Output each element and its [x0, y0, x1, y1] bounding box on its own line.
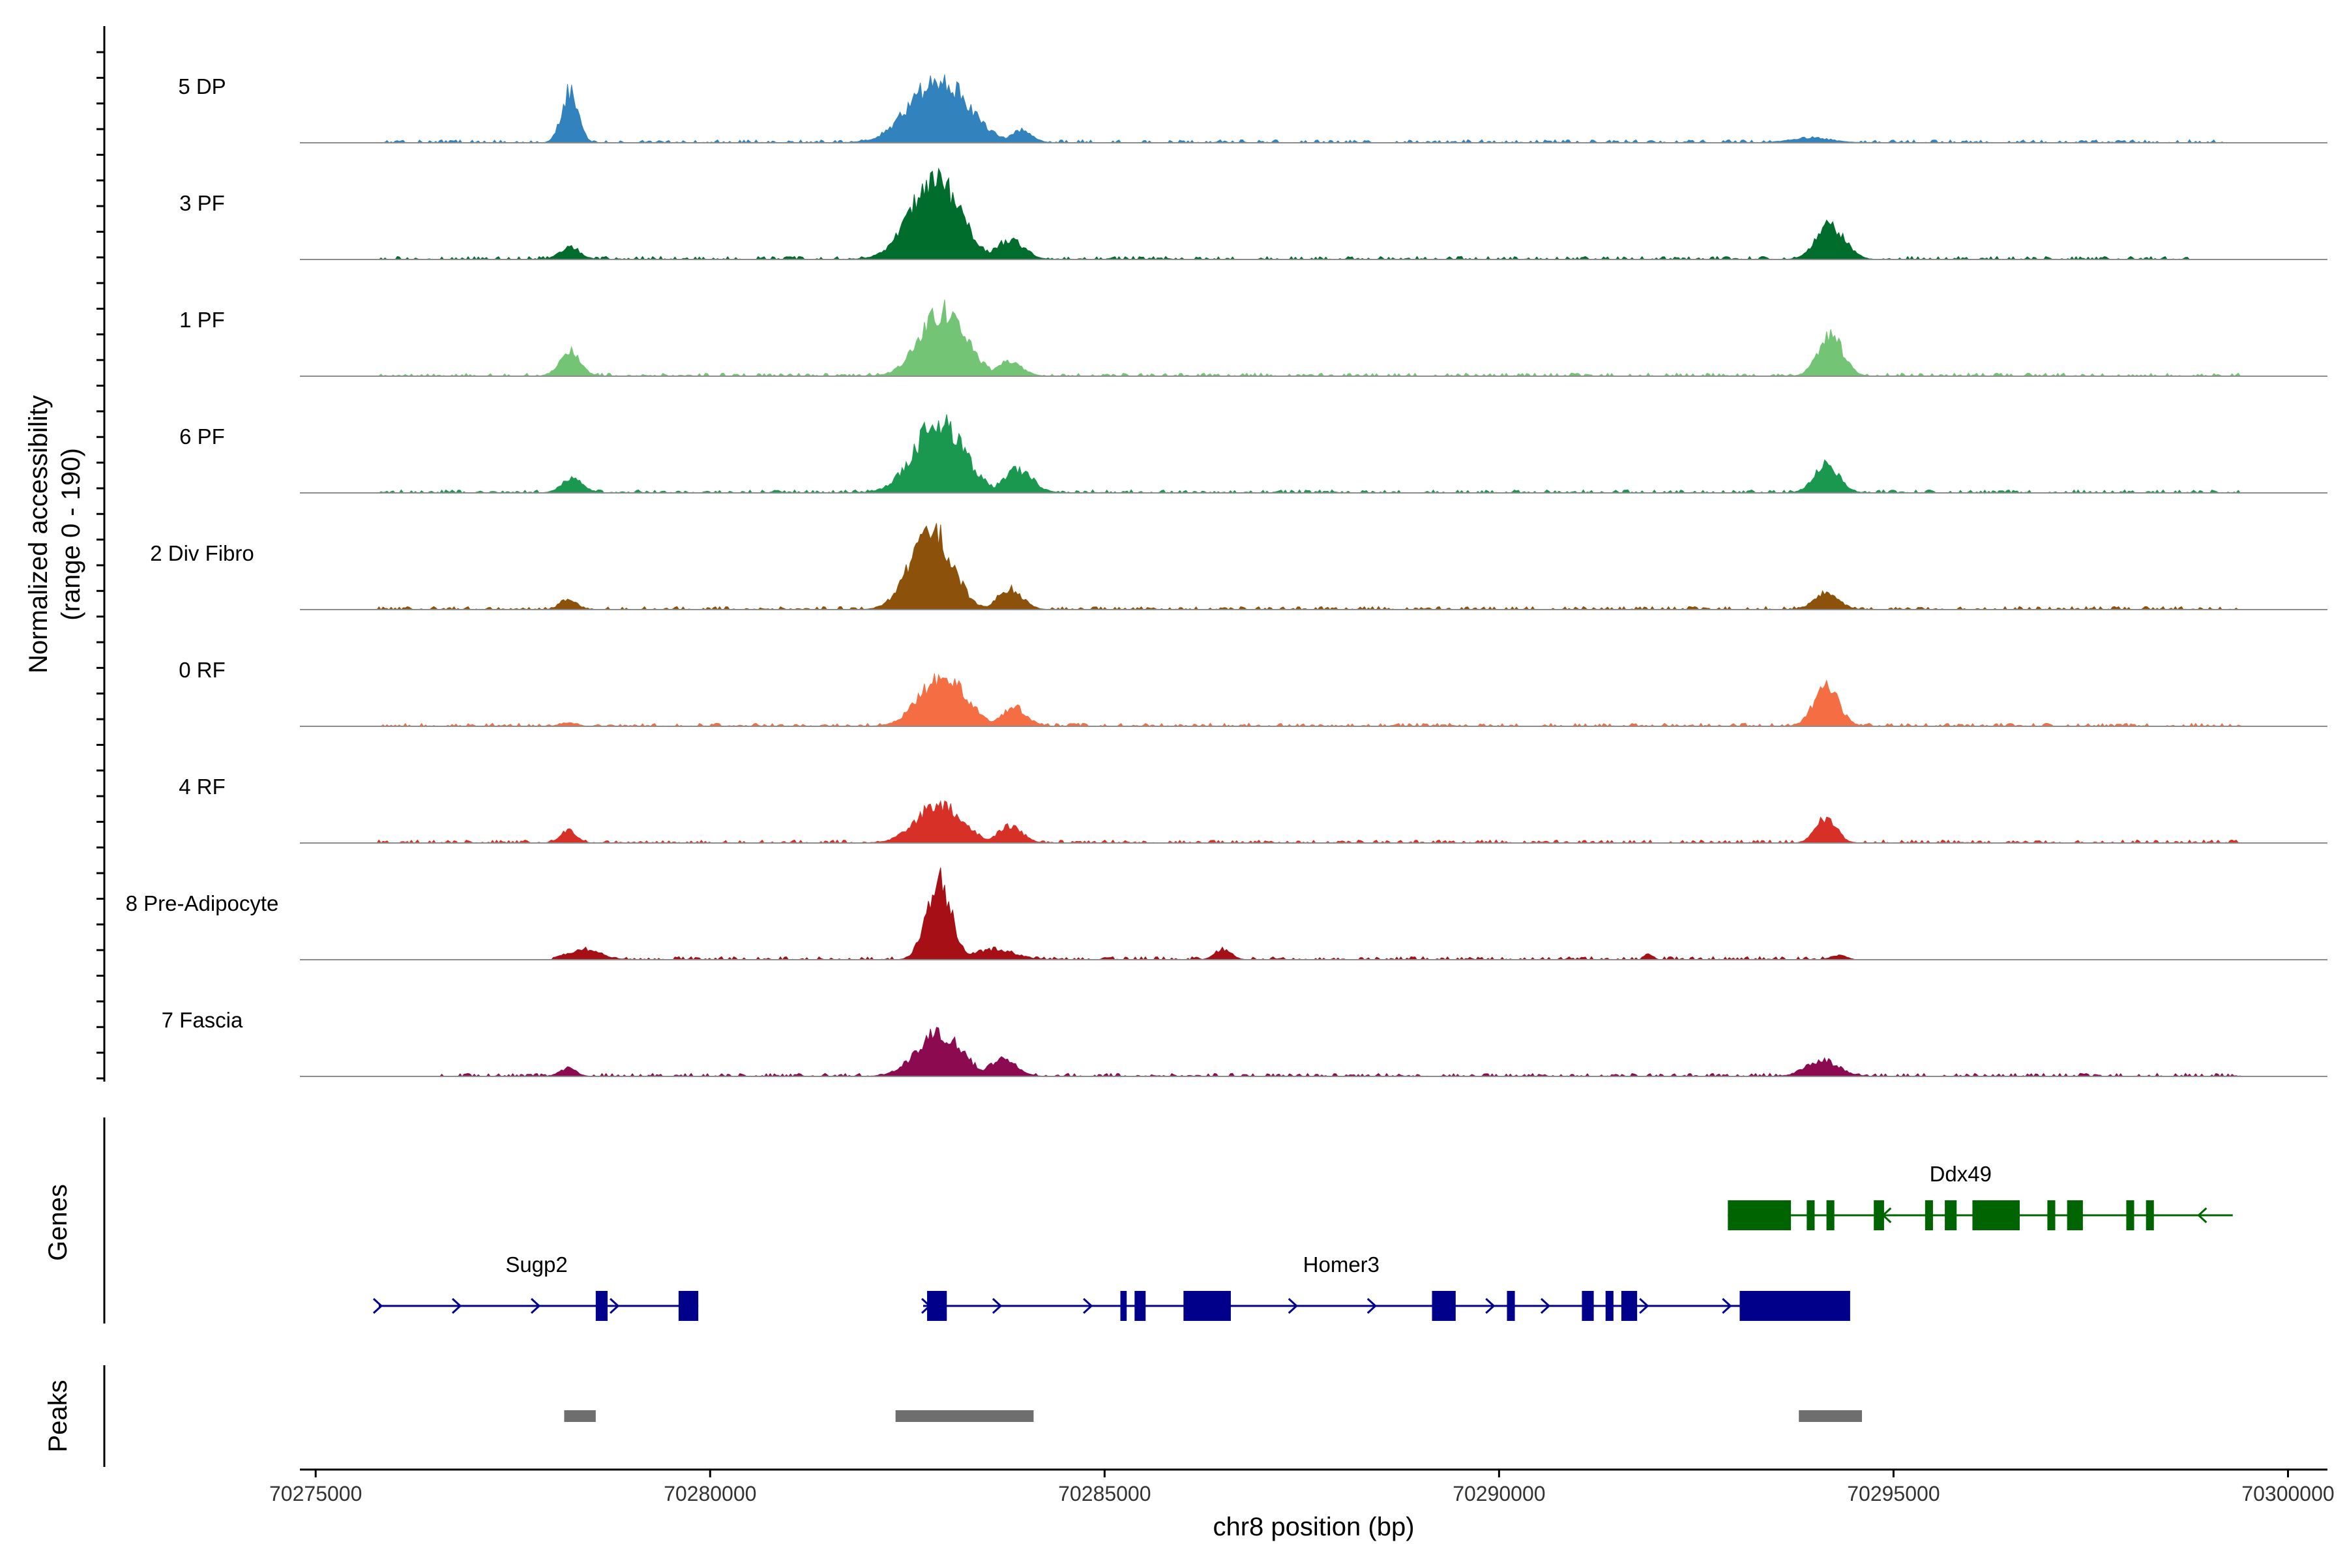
strand-arrow — [1882, 1207, 1892, 1224]
strand-arrow — [992, 1297, 1003, 1314]
x-axis-label: chr8 position (bp) — [1213, 1513, 1414, 1541]
strand-arrow — [921, 1297, 932, 1314]
gene-exon — [595, 1291, 608, 1321]
strand-arrow — [1540, 1297, 1551, 1314]
x-tick-label: 70280000 — [664, 1482, 756, 1505]
track-label: 2 Div Fibro — [150, 541, 254, 565]
track-6-pf: 6 PF — [179, 414, 2327, 494]
strand-arrow — [1485, 1297, 1496, 1314]
y-axis-label: Normalized accessibility — [24, 395, 53, 673]
gene-ddx49: Ddx49 — [1728, 1162, 2233, 1230]
gene-exon — [2067, 1200, 2083, 1230]
peaks-panel-label: Peaks — [44, 1380, 72, 1452]
gene-exon — [1826, 1200, 1835, 1230]
x-tick-label: 70300000 — [2241, 1482, 2334, 1505]
track-label: 7 Fascia — [162, 1008, 243, 1032]
strand-arrow — [531, 1297, 541, 1314]
genes-panel: Genes Sugp2 Homer3 Ddx49 — [44, 1117, 2233, 1324]
gene-exon — [1183, 1291, 1231, 1321]
track-8-pre-adipocyte: 8 Pre-Adipocyte — [126, 867, 2327, 960]
x-axis: 70275000 70280000 70285000 70290000 70295000… — [269, 1468, 2335, 1541]
accessibility-tracks-panel: 5 DP 3 PF 1 PF 6 PF 2 Div Fibro 0 RF 4 RF 8 Pre… — [126, 74, 2327, 1077]
x-tick-label: 70285000 — [1058, 1482, 1151, 1505]
gene-label: Ddx49 — [1930, 1162, 1992, 1186]
gene-exon — [1134, 1291, 1146, 1321]
track-1-pf: 1 PF — [179, 299, 2327, 377]
coverage-area — [300, 414, 2327, 494]
track-4-rf: 4 RF — [179, 775, 2327, 844]
peaks-panel: Peaks — [44, 1365, 1863, 1467]
gene-label: Homer3 — [1303, 1252, 1380, 1277]
strand-arrow — [1722, 1297, 1732, 1314]
gene-exon — [1605, 1291, 1614, 1321]
track-0-rf: 0 RF — [179, 658, 2327, 727]
strand-arrow — [1288, 1297, 1298, 1314]
gene-homer3: Homer3 — [921, 1252, 1850, 1321]
coverage-area — [300, 799, 2327, 844]
coverage-area — [300, 167, 2327, 260]
gene-exon — [1621, 1291, 1638, 1321]
gene-exon — [1807, 1200, 1815, 1230]
gene-exon — [1925, 1200, 1933, 1230]
track-5-dp: 5 DP — [178, 74, 2327, 143]
coverage-area — [300, 1027, 2327, 1077]
strand-arrow — [372, 1297, 383, 1314]
gene-sugp2: Sugp2 — [372, 1252, 699, 1321]
x-tick-label: 70295000 — [1847, 1482, 1940, 1505]
gene-exon — [678, 1291, 699, 1321]
gene-exon — [1945, 1200, 1957, 1230]
coverage-area — [300, 523, 2327, 610]
gene-exon — [1120, 1291, 1127, 1321]
strand-arrow — [610, 1297, 620, 1314]
strand-arrow — [1639, 1297, 1649, 1314]
accessibility-y-axis: Normalized accessibility (range 0 - 190) — [24, 26, 106, 1082]
peak-region — [1799, 1410, 1863, 1422]
gene-exon — [1972, 1200, 2020, 1230]
peak-region — [895, 1410, 1034, 1422]
track-label: 4 RF — [179, 775, 226, 799]
track-label: 6 PF — [179, 424, 225, 449]
gene-exon — [2126, 1200, 2134, 1230]
peak-region — [564, 1410, 596, 1422]
x-tick-label: 70290000 — [1453, 1482, 1545, 1505]
gene-exon — [2146, 1200, 2154, 1230]
strand-arrow — [452, 1297, 462, 1314]
gene-exon — [2047, 1200, 2056, 1230]
coverage-area — [300, 673, 2327, 727]
gene-label: Sugp2 — [505, 1252, 567, 1277]
gene-exon — [1739, 1291, 1850, 1321]
track-label: 0 RF — [179, 658, 226, 682]
gene-exon — [1507, 1291, 1515, 1321]
x-axis-ticks: 70275000 70280000 70285000 70290000 70295000… — [269, 1470, 2335, 1505]
track-3-pf: 3 PF — [179, 167, 2327, 260]
y-axis-range-label: (range 0 - 190) — [57, 448, 85, 621]
track-7-fascia: 7 Fascia — [162, 1008, 2327, 1077]
track-label: 5 DP — [178, 74, 226, 98]
strand-arrow — [1083, 1297, 1093, 1314]
genes-panel-label: Genes — [44, 1184, 72, 1261]
strand-arrow — [1366, 1297, 1377, 1314]
track-label: 3 PF — [179, 191, 225, 215]
x-tick-label: 70275000 — [269, 1482, 362, 1505]
track-label: 8 Pre-Adipocyte — [126, 891, 279, 915]
coverage-area — [300, 867, 2327, 960]
gene-exon — [1874, 1200, 1884, 1230]
gene-exon — [1728, 1200, 1792, 1230]
gene-exon — [1582, 1291, 1594, 1321]
y-axis-ticks — [96, 51, 104, 1080]
track-label: 1 PF — [179, 308, 225, 332]
strand-arrow — [2197, 1207, 2207, 1224]
coverage-area — [300, 299, 2327, 377]
gene-exon — [1432, 1291, 1456, 1321]
track-2-div-fibro: 2 Div Fibro — [150, 523, 2327, 610]
coverage-area — [300, 74, 2327, 143]
